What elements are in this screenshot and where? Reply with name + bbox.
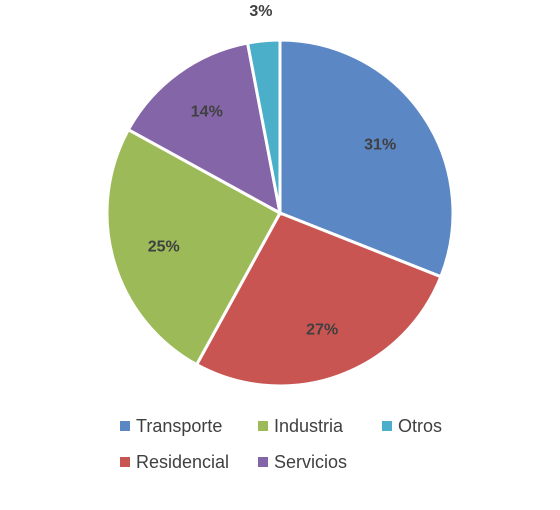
legend-item-industria: Industria (258, 414, 343, 438)
legend-swatch-otros (382, 421, 392, 431)
legend-item-residencial: Residencial (120, 450, 229, 474)
legend-swatch-transporte (120, 421, 130, 431)
data-label-residencial: 27% (306, 322, 338, 339)
legend-label-residencial: Residencial (136, 451, 230, 472)
pie-slice-servicios (126, 41, 283, 216)
pie-slice-industria (105, 127, 283, 367)
data-label-transporte: 31% (364, 136, 396, 153)
legend-swatch-industria (258, 421, 268, 431)
pie-slices (105, 38, 455, 388)
legend-swatch-residencial (120, 457, 130, 467)
legend-label-servicios: Servicios (274, 451, 348, 472)
pie-slice-otros (245, 38, 282, 214)
pie-slice-transporte (278, 38, 455, 279)
data-label-servicios: 14% (191, 104, 223, 121)
data-label-industria: 25% (148, 238, 180, 255)
pie-data-labels: 31% 27% 25% 14% 3% (148, 3, 396, 339)
legend-label-industria: Industria (274, 415, 344, 436)
legend-item-transporte: Transporte (120, 414, 222, 438)
legend-label-otros: Otros (398, 415, 443, 436)
legend-label-transporte: Transporte (136, 415, 223, 436)
legend-swatch-servicios (258, 457, 268, 467)
data-label-otros: 3% (249, 3, 272, 20)
pie-chart-plot: 31% 27% 25% 14% 3% (105, 3, 455, 388)
legend-item-otros: Otros (382, 414, 442, 438)
legend-item-servicios: Servicios (258, 450, 347, 474)
